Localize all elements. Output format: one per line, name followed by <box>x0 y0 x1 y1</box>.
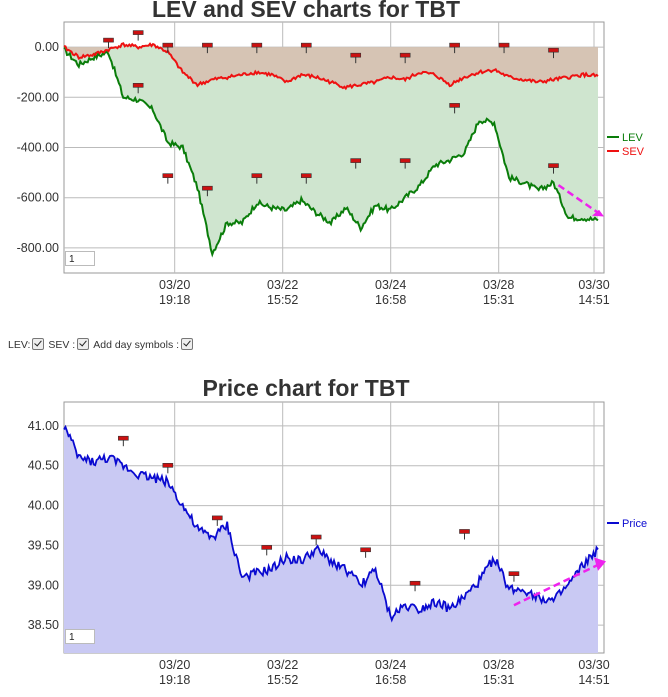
price-trend-arrowhead <box>594 557 606 571</box>
lev-day-marker <box>548 47 559 53</box>
x-tick-time: 19:18 <box>159 673 190 687</box>
day-symbols-checkbox[interactable] <box>181 338 194 350</box>
price-day-marker <box>360 547 371 553</box>
lev-day-marker <box>202 185 213 191</box>
x-tick-date: 03/20 <box>159 658 190 672</box>
y-tick-label: -400.00 <box>17 141 59 155</box>
lev-day-marker <box>498 42 510 48</box>
price-day-marker <box>261 545 273 550</box>
sev-checkbox[interactable] <box>77 338 90 350</box>
price-zoom-input[interactable]: 1 <box>65 629 95 644</box>
y-tick-label: 40.50 <box>28 459 59 473</box>
lev-day-marker <box>202 42 213 48</box>
price-day-marker <box>211 515 223 521</box>
y-tick-label: 41.00 <box>28 419 59 433</box>
sev-area <box>64 43 598 89</box>
x-tick-date: 03/30 <box>578 658 609 672</box>
price-trend-arrow <box>513 561 603 607</box>
x-tick-date: 03/28 <box>483 658 514 672</box>
lev-day-marker <box>350 52 362 58</box>
x-tick-date: 03/30 <box>578 278 609 292</box>
y-tick-label: 39.00 <box>28 578 59 592</box>
y-tick-label: 39.50 <box>28 538 59 552</box>
lev-day-marker <box>251 42 263 48</box>
price-day-marker <box>409 580 421 586</box>
x-tick-date: 03/28 <box>483 278 514 292</box>
x-tick-date: 03/24 <box>375 658 406 672</box>
lev-trend-arrowhead <box>592 209 604 217</box>
lev-day-marker <box>449 42 460 48</box>
x-tick-date: 03/20 <box>159 278 190 292</box>
x-tick-date: 03/22 <box>267 278 298 292</box>
price-day-marker <box>118 435 129 441</box>
lev-day-marker <box>132 30 144 35</box>
price-day-marker <box>162 463 174 468</box>
lev-checkbox[interactable] <box>32 338 45 350</box>
price-day-marker <box>310 534 322 540</box>
day-symbols-label: Add day symbols : <box>93 339 180 351</box>
x-tick-time: 16:58 <box>375 673 406 687</box>
lev-sev-chart-title: LEV and SEV charts for TBT <box>152 0 460 22</box>
lev-toggle-label: LEV: <box>8 339 31 351</box>
price-area <box>64 426 598 653</box>
sev-toggle-label: SEV : <box>48 339 76 351</box>
sev-legend-label: SEV <box>622 146 645 158</box>
price-day-marker <box>508 571 520 576</box>
x-tick-time: 15:52 <box>267 293 298 307</box>
sev-series-line <box>63 42 599 91</box>
x-tick-time: 15:31 <box>483 293 514 307</box>
price-series-line <box>63 424 599 623</box>
lev-day-marker <box>162 173 174 178</box>
price-chart-title: Price chart for TBT <box>202 375 410 401</box>
lev-zoom-input[interactable]: 1 <box>65 251 95 266</box>
lev-area <box>64 43 598 255</box>
price-legend-label: Price <box>622 518 647 530</box>
lev-day-marker <box>103 37 114 43</box>
y-tick-label: 0.00 <box>35 40 59 54</box>
lev-day-marker <box>350 158 362 163</box>
lev-legend-label: LEV <box>622 132 643 144</box>
y-tick-label: 38.50 <box>28 618 59 632</box>
y-tick-label: -800.00 <box>17 241 59 255</box>
lev-day-marker <box>548 163 559 168</box>
lev-trend-arrow <box>557 184 601 216</box>
x-tick-time: 15:31 <box>483 673 514 687</box>
x-tick-date: 03/22 <box>267 658 298 672</box>
x-tick-time: 16:58 <box>375 293 406 307</box>
price-day-marker <box>459 529 470 534</box>
y-tick-label: 40.00 <box>28 499 59 513</box>
x-tick-time: 14:51 <box>578 293 609 307</box>
y-tick-label: -200.00 <box>17 90 59 104</box>
x-tick-time: 19:18 <box>159 293 190 307</box>
lev-day-marker <box>399 158 411 163</box>
lev-series-line <box>63 46 599 258</box>
lev-sev-chart: 0.00 -200.00 -400.00 -600.00 -800.00 03/2019:… <box>17 21 645 307</box>
chart-options: LEV: SEV : Add day symbols : <box>8 338 197 351</box>
y-tick-label: -600.00 <box>17 191 59 205</box>
x-tick-time: 14:51 <box>578 673 609 687</box>
lev-day-marker <box>399 52 411 58</box>
x-tick-date: 03/24 <box>375 278 406 292</box>
x-tick-time: 15:52 <box>267 673 298 687</box>
lev-day-marker <box>162 42 174 48</box>
lev-day-marker <box>300 42 312 48</box>
lev-day-marker <box>251 173 263 178</box>
lev-day-marker <box>132 83 144 88</box>
lev-day-marker <box>300 173 312 178</box>
lev-day-marker <box>449 103 460 108</box>
